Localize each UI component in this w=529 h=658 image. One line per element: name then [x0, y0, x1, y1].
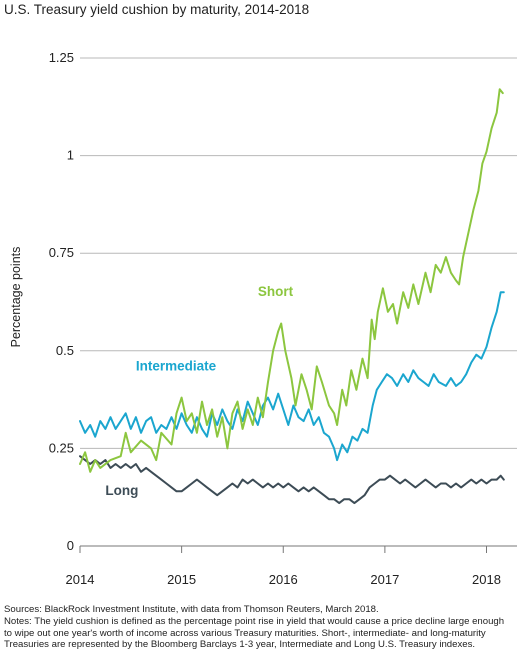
y-tick-label: 1.25 — [49, 50, 74, 65]
series-line-long — [79, 455, 505, 505]
y-tick-label: 0.25 — [49, 440, 74, 455]
series-line-short — [79, 88, 504, 473]
series-label-short: Short — [258, 284, 294, 299]
y-tick-label: 1 — [67, 148, 74, 163]
chart-footer: Sources: BlackRock Investment Institute,… — [4, 604, 525, 651]
y-tick-label: 0.5 — [56, 343, 74, 358]
x-tick-label: 2017 — [370, 572, 399, 587]
y-tick-label: 0.75 — [49, 245, 74, 260]
line-chart: 0 0.25 0.5 0.75 1 1.25 2014 2015 2016 2017 2018 Sho… — [49, 50, 517, 587]
notes-line-2: to wipe out one year's worth of income a… — [4, 627, 486, 639]
chart-title: U.S. Treasury yield cushion by maturity,… — [4, 2, 310, 17]
series-line-intermediate — [79, 291, 505, 462]
sources-note: Sources: BlackRock Investment Institute,… — [4, 604, 379, 615]
y-tick-label: 0 — [67, 538, 74, 553]
x-tick-label: 2014 — [66, 572, 95, 587]
x-tick-label: 2018 — [472, 572, 501, 587]
series-label-intermediate: Intermediate — [136, 358, 217, 373]
notes-line-1: Notes: The yield cushion is defined as t… — [4, 615, 505, 627]
series-label-long: Long — [105, 483, 138, 498]
x-tick-label: 2015 — [167, 572, 196, 587]
notes-line-3: Treasuries are represented by the Bloomb… — [4, 639, 476, 651]
x-tick-label: 2016 — [269, 572, 298, 587]
